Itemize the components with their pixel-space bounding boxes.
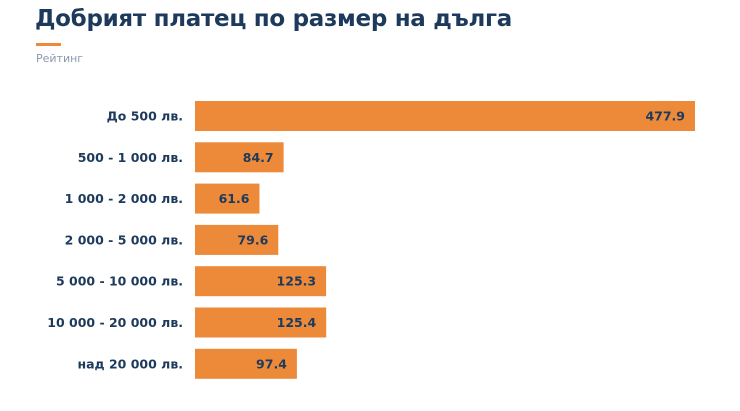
data-label: 84.7 <box>243 150 274 165</box>
category-label: До 500 лв. <box>107 109 183 124</box>
data-label: 79.6 <box>237 232 268 247</box>
category-label: 5 000 - 10 000 лв. <box>56 274 183 289</box>
data-label: 477.9 <box>645 109 685 124</box>
bar <box>195 348 297 379</box>
category-label: 2 000 - 5 000 лв. <box>65 232 183 247</box>
data-label: 125.3 <box>277 274 317 289</box>
title-accent-line <box>36 43 61 46</box>
bar <box>195 224 279 255</box>
bar <box>195 101 695 131</box>
data-label: 61.6 <box>219 191 250 206</box>
category-label: 1 000 - 2 000 лв. <box>65 191 183 206</box>
category-label: 500 - 1 000 лв. <box>78 150 183 165</box>
bar <box>195 142 284 173</box>
bar <box>195 266 327 297</box>
bar <box>195 307 327 338</box>
data-label: 125.4 <box>277 315 317 330</box>
bar <box>195 183 260 214</box>
chart-title: Добрият платец по размер на дълга <box>35 6 512 32</box>
category-label: над 20 000 лв. <box>77 356 183 371</box>
chart-subtitle: Рейтинг <box>36 52 84 65</box>
data-label: 97.4 <box>256 356 287 371</box>
category-label: 10 000 - 20 000 лв. <box>47 315 183 330</box>
